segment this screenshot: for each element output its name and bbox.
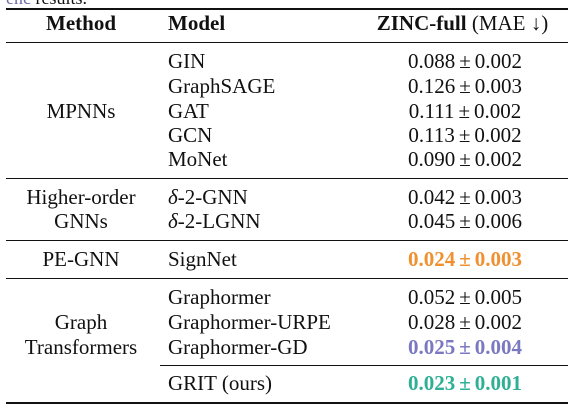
result-value: 0.113 ±0.002 — [408, 123, 522, 147]
model-name: GIN — [168, 49, 206, 73]
model-name: Graphormer-GD — [168, 335, 308, 359]
method-graph-transformers-line1: Graph — [54, 310, 108, 334]
method-higher-order-line2: GNNs — [54, 209, 108, 233]
result-value: 0.045 ±0.006 — [407, 209, 523, 233]
header-rule — [6, 42, 568, 43]
result-value-best: 0.023 ±0.001 — [407, 371, 523, 395]
model-name: GAT — [168, 99, 209, 123]
model-name: Graphormer-URPE — [168, 310, 331, 334]
group-rule — [6, 178, 568, 179]
method-higher-order-line1: Higher-order — [26, 185, 136, 209]
method-graph-transformers-line2: Transformers — [24, 335, 138, 359]
caption-text: results. — [31, 0, 87, 8]
header-metric-name: ZINC-full — [376, 11, 467, 35]
header-model: Model — [168, 11, 226, 35]
model-name: δ-2-LGNN — [168, 209, 261, 233]
result-value: 0.042 ±0.003 — [407, 185, 523, 209]
header-metric: ZINC-full (MAE ↓) — [360, 12, 565, 34]
header-method: Method — [46, 11, 116, 35]
method-mpnns: MPNNs — [46, 99, 116, 123]
model-name: δ-2-GNN — [168, 185, 248, 209]
result-value: 0.088 ±0.002 — [407, 49, 523, 73]
header-metric-unit: (MAE ↓) — [471, 11, 549, 35]
model-name: Graphormer — [168, 285, 271, 309]
table-bottom-rule — [6, 402, 568, 404]
model-name-ours: GRIT (ours) — [168, 371, 273, 395]
result-value: 0.052 ±0.005 — [407, 285, 523, 309]
citation-link[interactable]: enc — [6, 0, 31, 8]
group-rule — [6, 278, 568, 279]
result-value-second-best: 0.024 ±0.003 — [407, 247, 523, 271]
result-value: 0.126 ±0.003 — [407, 74, 523, 98]
model-name: MoNet — [168, 147, 228, 171]
result-value: 0.090 ±0.002 — [407, 147, 523, 171]
ours-rule — [160, 365, 568, 366]
result-value-third-best: 0.025 ±0.004 — [407, 335, 523, 359]
result-value: 0.111 ±0.002 — [408, 99, 522, 123]
result-value: 0.028 ±0.002 — [407, 310, 523, 334]
model-name: GCN — [168, 123, 213, 147]
model-name: GraphSAGE — [168, 74, 276, 98]
group-rule — [6, 240, 568, 241]
method-pe-gnn: PE-GNN — [42, 247, 120, 271]
caption-fragment: enc results. — [6, 0, 87, 7]
table-top-rule — [6, 8, 568, 10]
model-name: SignNet — [168, 247, 237, 271]
